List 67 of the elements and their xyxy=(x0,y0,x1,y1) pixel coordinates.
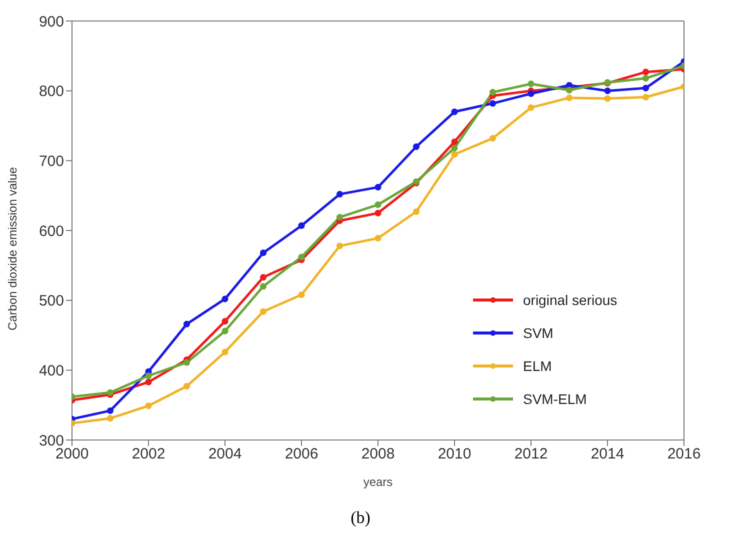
point xyxy=(642,68,650,76)
point xyxy=(451,151,458,158)
point xyxy=(412,143,420,150)
y-tick-label: 500 xyxy=(38,292,64,310)
x-tick-label: 2012 xyxy=(514,446,548,463)
point xyxy=(642,94,650,100)
point xyxy=(374,184,382,191)
legend-label: SVM xyxy=(523,324,554,340)
point xyxy=(298,291,305,298)
point xyxy=(298,222,305,229)
point xyxy=(298,254,305,260)
point xyxy=(604,88,611,94)
point xyxy=(222,296,228,302)
point xyxy=(260,283,267,290)
point xyxy=(528,80,534,88)
point xyxy=(336,190,344,198)
x-tick-label: 2016 xyxy=(667,446,701,463)
point xyxy=(183,382,190,390)
point xyxy=(604,95,611,102)
y-tick-label: 400 xyxy=(38,362,64,380)
legend-label: original serious xyxy=(523,292,618,308)
point xyxy=(451,144,458,152)
legend-label: ELM xyxy=(523,358,552,374)
point xyxy=(260,250,267,256)
point xyxy=(260,308,267,315)
point xyxy=(145,378,152,386)
x-tick-label: 2002 xyxy=(132,446,166,463)
point xyxy=(642,74,650,82)
point xyxy=(222,318,228,325)
point xyxy=(183,359,190,366)
point xyxy=(336,214,344,221)
y-tick-label: 700 xyxy=(38,152,64,170)
x-tick-label: 2006 xyxy=(284,446,318,463)
point xyxy=(222,328,228,334)
point xyxy=(489,135,496,142)
point xyxy=(528,90,534,97)
point xyxy=(451,108,458,116)
point xyxy=(412,208,420,215)
y-tick-label: 900 xyxy=(38,13,64,30)
point xyxy=(566,86,573,94)
point xyxy=(374,201,382,208)
point xyxy=(336,242,344,250)
point xyxy=(374,210,382,216)
point xyxy=(145,372,152,380)
x-tick-label: 2004 xyxy=(208,446,242,463)
x-tick-label: 2008 xyxy=(361,446,395,463)
y-tick-label: 800 xyxy=(38,83,64,100)
x-tick-label: 2014 xyxy=(590,446,624,463)
point xyxy=(106,415,114,422)
point xyxy=(260,274,267,281)
text: (b) xyxy=(350,508,372,528)
point xyxy=(566,94,573,102)
point xyxy=(222,348,228,356)
point xyxy=(528,104,534,111)
legend-label: SVM-ELM xyxy=(523,390,587,406)
x-axis-title: years xyxy=(363,475,393,489)
point xyxy=(451,138,458,146)
point xyxy=(374,234,382,242)
point xyxy=(489,100,496,107)
point xyxy=(183,320,190,328)
point xyxy=(106,407,114,414)
point xyxy=(489,88,496,96)
y-tick-label: 600 xyxy=(38,222,64,240)
x-tick-label: 2010 xyxy=(438,446,472,463)
y-axis-title: Carbon dioxide emission value xyxy=(5,166,20,330)
point xyxy=(642,84,650,92)
point xyxy=(145,402,152,410)
